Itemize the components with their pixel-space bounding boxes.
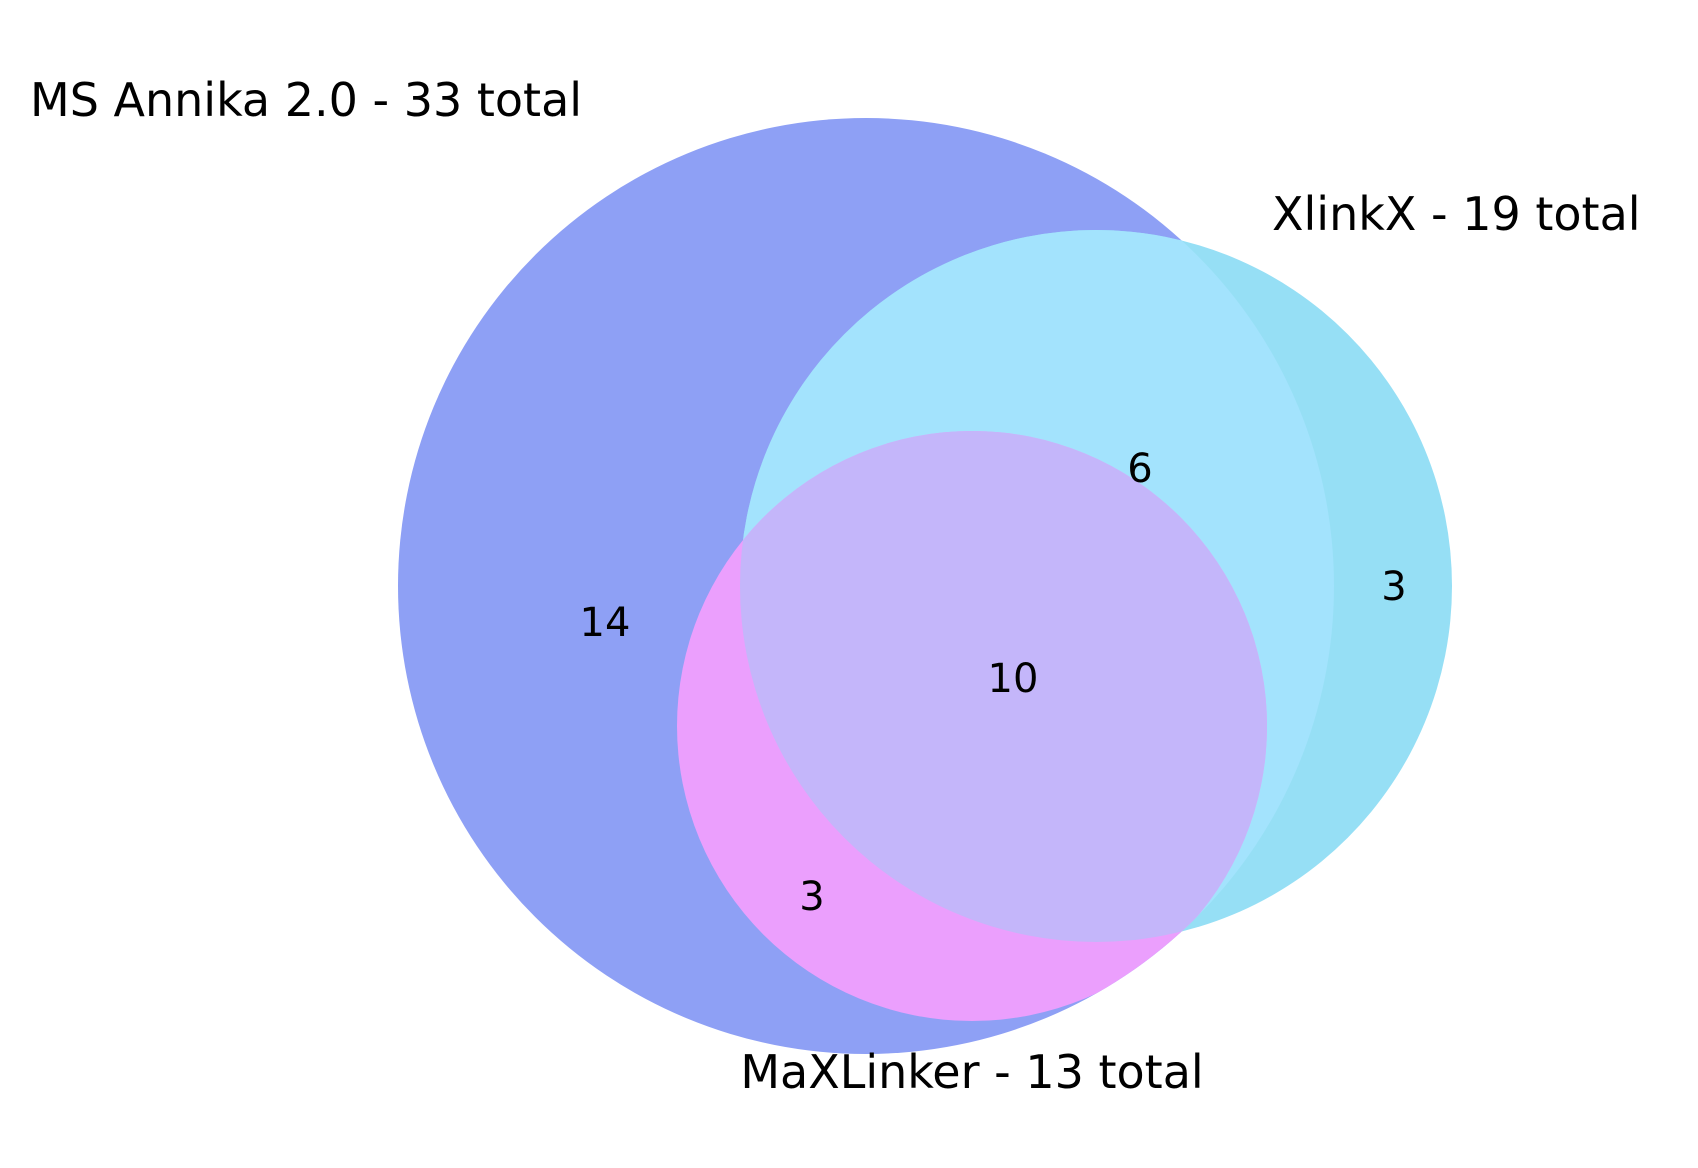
all-three-count: 10 [988, 656, 1039, 702]
ms-annika-only-count: 14 [580, 600, 631, 646]
ms-annika-label: MS Annika 2.0 - 33 total [30, 73, 582, 127]
maxlinker-label: MaXLinker - 13 total [740, 1045, 1203, 1099]
ms-annika-maxlinker-count: 3 [799, 874, 824, 920]
ms-annika-xlinkx-count: 6 [1127, 446, 1152, 492]
xlinkx-only-count: 3 [1381, 564, 1406, 610]
xlinkx-label: XlinkX - 19 total [1272, 187, 1641, 241]
